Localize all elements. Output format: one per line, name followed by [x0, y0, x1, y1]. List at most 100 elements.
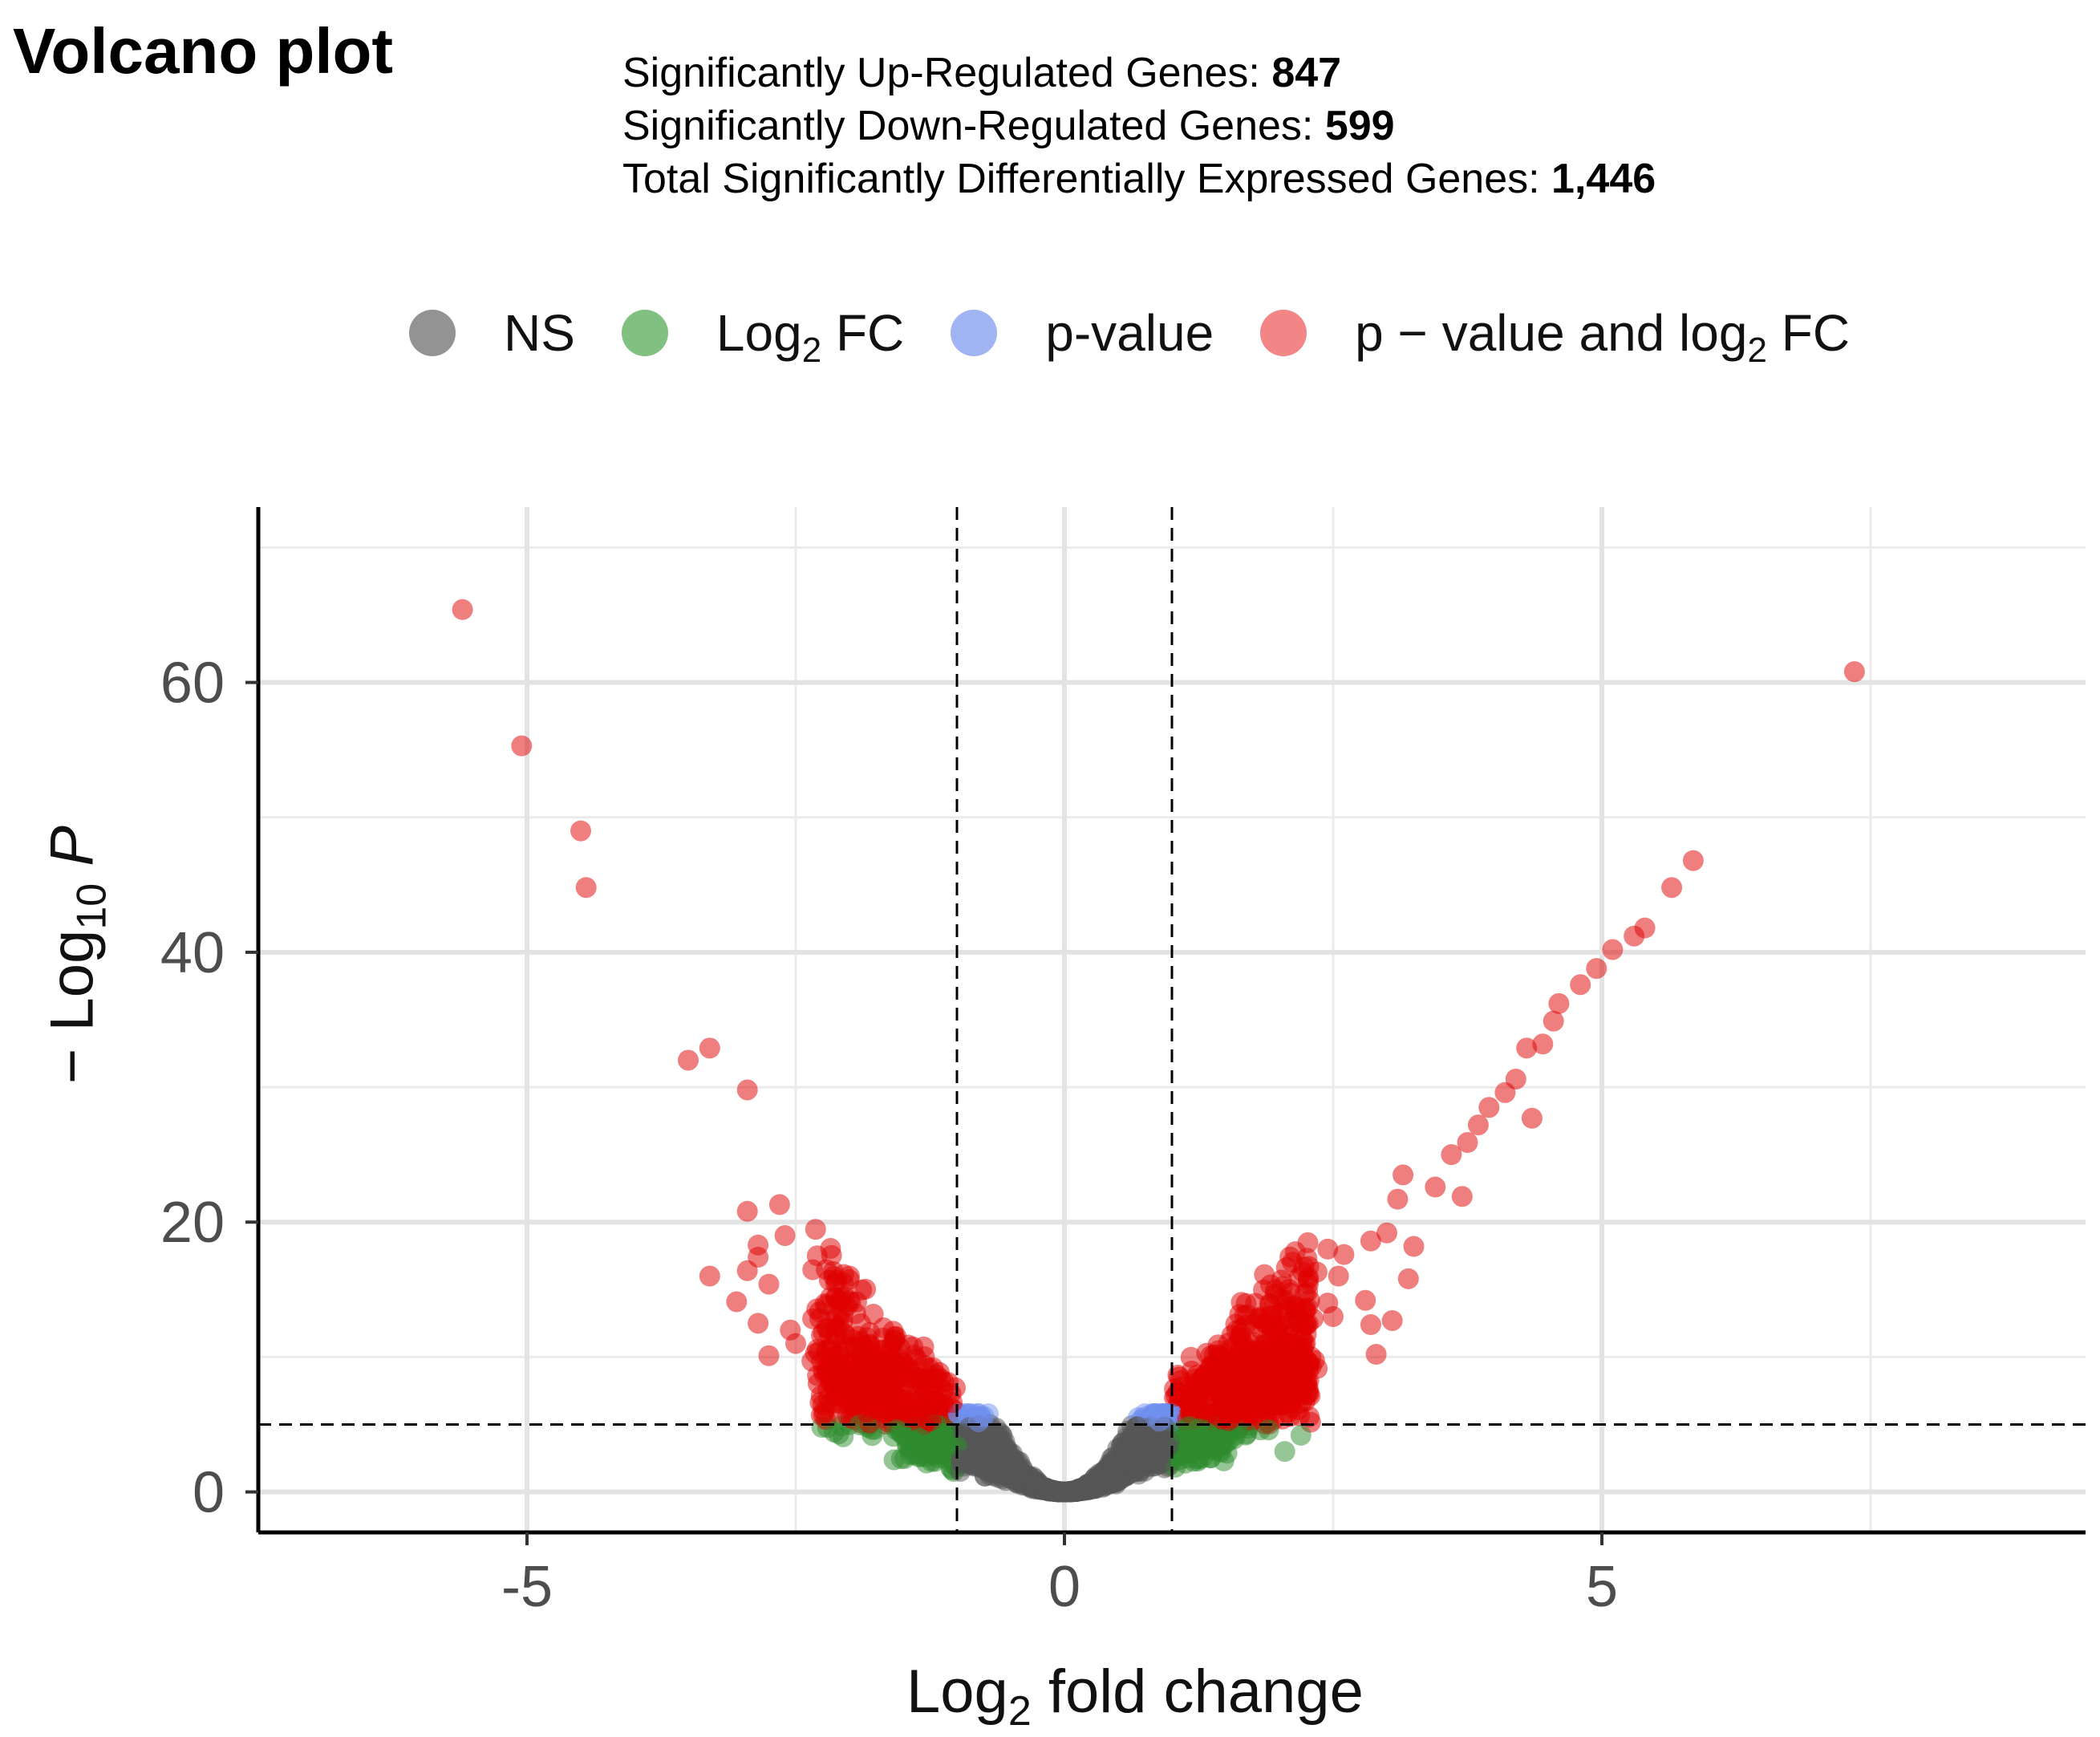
point-both	[1279, 1406, 1301, 1427]
point-both-outlier	[1355, 1289, 1376, 1311]
point-both-outlier	[785, 1333, 806, 1354]
legend-label-fc: Log2 FC	[716, 304, 905, 370]
point-both-outlier	[748, 1313, 769, 1334]
y-tick-label: 40	[160, 921, 225, 985]
legend-label-both: p − value and log2 FC	[1355, 304, 1851, 370]
point-ns	[1021, 1473, 1043, 1495]
point-both-outlier	[1516, 1037, 1538, 1059]
point-ns	[1097, 1462, 1118, 1483]
point-both-outlier	[1381, 1309, 1403, 1331]
point-both-outlier	[768, 1194, 790, 1215]
point-both-outlier	[1478, 1097, 1500, 1118]
point-both-outlier	[1306, 1261, 1328, 1283]
point-both	[1248, 1390, 1270, 1411]
point-both	[1198, 1398, 1219, 1420]
point-fc	[1258, 1419, 1279, 1441]
legend-item-ns: NS	[409, 303, 575, 363]
point-both	[818, 1353, 840, 1375]
point-ns	[951, 1448, 972, 1470]
total-label: Total Significantly Differentially Expre…	[622, 156, 1552, 202]
point-fc	[1236, 1423, 1258, 1445]
point-ns	[1037, 1479, 1059, 1501]
point-both-outlier	[1521, 1107, 1543, 1129]
point-ns	[1059, 1481, 1080, 1503]
point-both-outlier	[1323, 1305, 1344, 1327]
y-tick-label: 20	[160, 1191, 225, 1255]
legend-swatch-fc	[621, 310, 668, 356]
point-both-outlier	[882, 1341, 903, 1362]
legend: NS Log2 FC p-value p − value and log2 FC	[409, 297, 1896, 369]
point-pvalue	[967, 1411, 989, 1433]
points-group	[452, 599, 1865, 1503]
point-both-outlier	[1317, 1238, 1339, 1260]
x-axis-label: Log2 fold change	[906, 1658, 1364, 1735]
point-fc	[886, 1419, 907, 1441]
point-both-outlier	[699, 1265, 720, 1287]
legend-swatch-both	[1260, 310, 1307, 356]
point-both	[1294, 1283, 1316, 1305]
point-both	[932, 1394, 954, 1415]
point-fc	[883, 1449, 905, 1471]
legend-label-ns: NS	[504, 304, 575, 362]
point-both-outlier	[1457, 1132, 1478, 1154]
point-both-outlier	[1333, 1244, 1355, 1265]
legend-swatch-pvalue	[951, 310, 998, 356]
point-both	[810, 1385, 832, 1406]
point-both-outlier	[1425, 1176, 1446, 1198]
point-both-outlier	[833, 1285, 855, 1307]
point-both	[1180, 1346, 1202, 1368]
point-both-outlier	[1543, 1010, 1564, 1032]
point-both-outlier	[1661, 877, 1683, 899]
point-both-outlier	[570, 820, 591, 842]
point-both-outlier	[1532, 1033, 1554, 1055]
point-both-outlier	[736, 1200, 758, 1222]
point-fc	[909, 1427, 930, 1449]
point-both	[1298, 1384, 1320, 1406]
down-regulated-label: Significantly Down-Regulated Genes:	[622, 103, 1325, 149]
summary-stats: Significantly Up-Regulated Genes: 847 Si…	[622, 47, 1656, 205]
point-both-outlier	[1624, 925, 1645, 947]
y-axis-label: − Log10 P	[38, 826, 116, 1084]
point-pvalue	[1149, 1410, 1170, 1432]
legend-swatch-ns	[409, 310, 456, 356]
x-tick-label: 5	[1586, 1555, 1618, 1619]
point-both	[1254, 1264, 1275, 1285]
point-both	[859, 1412, 881, 1434]
point-both	[1271, 1269, 1292, 1291]
point-both-outlier	[1467, 1114, 1489, 1136]
point-both-outlier	[736, 1079, 758, 1101]
point-fc	[1290, 1424, 1311, 1446]
point-both-outlier	[1360, 1314, 1381, 1336]
up-regulated-line: Significantly Up-Regulated Genes: 847	[622, 47, 1656, 99]
point-fc	[916, 1452, 938, 1474]
point-both-outlier	[758, 1273, 780, 1295]
legend-item-pvalue: p-value	[951, 303, 1214, 363]
point-both	[1299, 1406, 1320, 1427]
legend-item-fc: Log2 FC	[621, 303, 905, 370]
point-both-outlier	[748, 1234, 769, 1256]
page-title: Volcano plot	[13, 15, 394, 87]
point-both-outlier	[1570, 974, 1591, 996]
y-tick-label: 60	[160, 651, 225, 716]
point-both-outlier	[678, 1049, 699, 1071]
up-regulated-label: Significantly Up-Regulated Genes:	[622, 50, 1272, 96]
point-both	[1222, 1361, 1243, 1382]
point-both	[1170, 1370, 1192, 1391]
point-fc	[1213, 1450, 1234, 1471]
point-both-outlier	[774, 1225, 796, 1247]
point-fc	[932, 1422, 954, 1444]
point-both	[1191, 1374, 1213, 1396]
point-both-outlier	[1843, 661, 1865, 683]
point-both-outlier	[575, 877, 597, 899]
point-fc	[1274, 1441, 1295, 1463]
point-fc	[828, 1423, 849, 1445]
point-both-outlier	[452, 599, 473, 620]
point-both-outlier	[1451, 1186, 1473, 1207]
point-both-outlier	[511, 735, 533, 757]
point-ns	[995, 1437, 1016, 1459]
total-count: 1,446	[1551, 156, 1656, 202]
point-both-outlier	[1328, 1265, 1349, 1287]
point-both	[837, 1362, 859, 1383]
